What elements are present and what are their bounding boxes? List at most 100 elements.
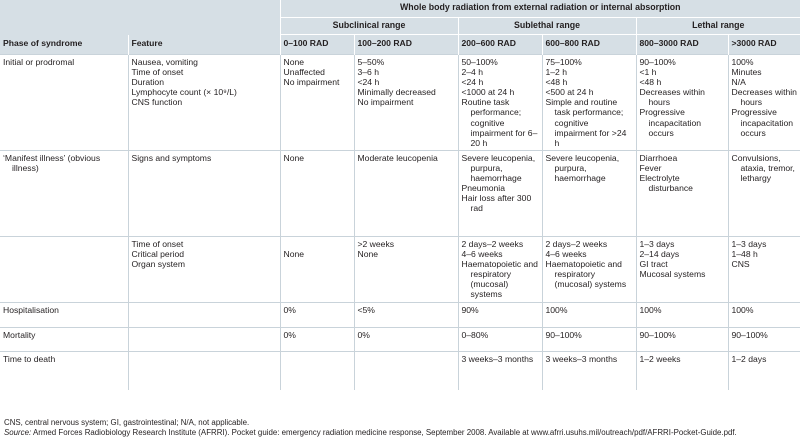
feature-line: CNS function	[131, 97, 183, 108]
phase-cell: ‘Manifest illness’ (obvious illness)	[0, 150, 128, 237]
column-header: 0–100 RAD	[280, 34, 355, 55]
value-line: 0%	[283, 304, 296, 315]
column-header: Feature	[128, 34, 281, 55]
source-note: Source: Armed Forces Radiobiology Resear…	[4, 428, 798, 438]
phase-label: Mortality	[3, 329, 36, 340]
value-line: Electrolyte disturbance	[639, 173, 693, 194]
value-line: 90–100%	[545, 329, 582, 340]
value-line: 90–100%	[639, 57, 676, 67]
value-line: 3 weeks–3 months	[545, 353, 618, 364]
value-line: Convulsions, ataxia, tremor, lethargy	[731, 153, 795, 184]
table-row: Mortality 0% 0% 0–80% 90–100% 90–100% 90–100%	[0, 326, 800, 352]
header-row-columns: Phase of syndrome Feature 0–100 RAD 100–…	[0, 34, 800, 55]
header-row-title: Whole body radiation from external radia…	[0, 0, 800, 18]
value-cell: 1–2 weeks	[635, 350, 728, 391]
phase-cell: Initial or prodromal	[0, 54, 128, 151]
feature-cell: Nausea, vomiting Time of onset Duration Lym…	[127, 54, 280, 151]
value-cell	[353, 350, 458, 391]
value-line: 100%	[731, 57, 754, 67]
value-line: <24 h	[357, 77, 380, 88]
value-line: 90–100%	[639, 329, 676, 340]
value-line: None	[283, 249, 305, 260]
value-line: 4–6 weeks	[545, 249, 587, 260]
value-line	[284, 239, 351, 249]
feature-line: Critical period	[131, 249, 185, 260]
value-cell: 3 weeks–3 months	[457, 350, 542, 391]
value-line: 0%	[283, 329, 296, 340]
column-header: >3000 RAD	[728, 34, 800, 55]
value-line: N/A	[731, 77, 746, 88]
value-cell: None Unaffected No impairment	[279, 54, 354, 151]
value-cell: Diarrhoea Fever Electrolyte disturbance	[635, 150, 728, 237]
value-line: 100%	[639, 304, 662, 315]
value-line: Simple and routine task performance; cog…	[545, 97, 627, 148]
value-line: 100%	[545, 304, 568, 315]
value-cell: None	[279, 236, 354, 303]
value-line: <1000 at 24 h	[461, 87, 515, 98]
value-line: No impairment	[283, 77, 340, 88]
value-line: 2 days–2 weeks	[545, 239, 608, 249]
value-line: <1 h	[639, 67, 657, 78]
feature-cell	[127, 326, 280, 352]
feature-line: Time of onset	[131, 67, 184, 78]
column-header: Phase of syndrome	[0, 34, 129, 55]
value-line: None	[357, 249, 379, 260]
phase-label: ‘Manifest illness’ (obvious illness)	[3, 153, 101, 174]
table-body: Initial or prodromal Nausea, vomiting Time…	[0, 54, 800, 391]
value-cell: 0%	[279, 301, 354, 328]
phase-label: Initial or prodromal	[3, 57, 75, 67]
value-line: Minimally decreased	[357, 87, 436, 98]
value-line: Progressive incapacitation occurs	[731, 107, 794, 138]
source-label: Source:	[4, 428, 32, 438]
value-line: Decreases within hours	[731, 87, 797, 108]
value-line: 1–3 days	[639, 239, 675, 249]
feature-line: Nausea, vomiting	[131, 57, 198, 67]
value-cell: Convulsions, ataxia, tremor, lethargy	[727, 150, 800, 237]
value-cell: 1–3 days 1–48 h CNS	[727, 236, 800, 303]
value-cell: 2 days–2 weeks 4–6 weeks Haematopoietic an…	[457, 236, 542, 303]
value-line: 75–100%	[545, 57, 582, 67]
value-cell: 90–100%	[727, 326, 800, 352]
column-header: 600–800 RAD	[542, 34, 637, 55]
phase-cell: Hospitalisation	[0, 301, 128, 328]
value-cell: 1–2 days	[727, 350, 800, 391]
table-main-title: Whole body radiation from external radia…	[280, 0, 800, 18]
value-line: Decreases within hours	[639, 87, 705, 108]
value-line: 50–100%	[461, 57, 498, 67]
value-line: None	[283, 57, 305, 67]
value-line: Mucosal systems	[639, 269, 706, 280]
table-row: Time of onset Critical period Organ system…	[0, 236, 800, 303]
value-line: None	[283, 153, 305, 163]
value-line: 1–2 h	[545, 67, 568, 78]
value-line: Unaffected	[283, 67, 325, 78]
value-cell: 0%	[353, 326, 458, 352]
value-line: Minutes	[731, 67, 762, 78]
value-line: Severe leucopenia, purpura, haemorrhage	[545, 153, 620, 184]
phase-cell	[0, 236, 128, 303]
feature-line: Signs and symptoms	[131, 153, 212, 163]
value-line: 1–2 days	[731, 353, 767, 364]
value-cell: 1–3 days 2–14 days GI tract Mucosal systems	[635, 236, 728, 303]
group-subclinical: Subclinical range	[280, 17, 459, 35]
value-line: Moderate leucopenia	[357, 153, 438, 163]
value-cell: 100%	[635, 301, 728, 328]
value-cell: 0–80%	[457, 326, 542, 352]
value-line: Progressive incapacitation occurs	[639, 107, 702, 138]
value-line: 90%	[461, 304, 479, 315]
column-header: 800–3000 RAD	[636, 34, 729, 55]
value-cell: 100%	[727, 301, 800, 328]
value-line: 0%	[357, 329, 370, 340]
value-line: <500 at 24 h	[545, 87, 594, 98]
value-line: 90–100%	[731, 329, 768, 340]
value-line: No impairment	[357, 97, 414, 108]
value-cell: Severe leucopenia, purpura, haemorrhage P…	[457, 150, 542, 237]
value-cell	[279, 350, 354, 391]
value-cell: None	[279, 150, 354, 237]
value-line: CNS	[731, 259, 750, 270]
source-text: Armed Forces Radiobiology Research Insti…	[31, 428, 737, 438]
phase-label: Time to death	[3, 353, 56, 364]
phase-cell: Time to death	[0, 350, 128, 391]
value-line: <24 h	[461, 77, 484, 88]
column-header: 100–200 RAD	[354, 34, 459, 55]
